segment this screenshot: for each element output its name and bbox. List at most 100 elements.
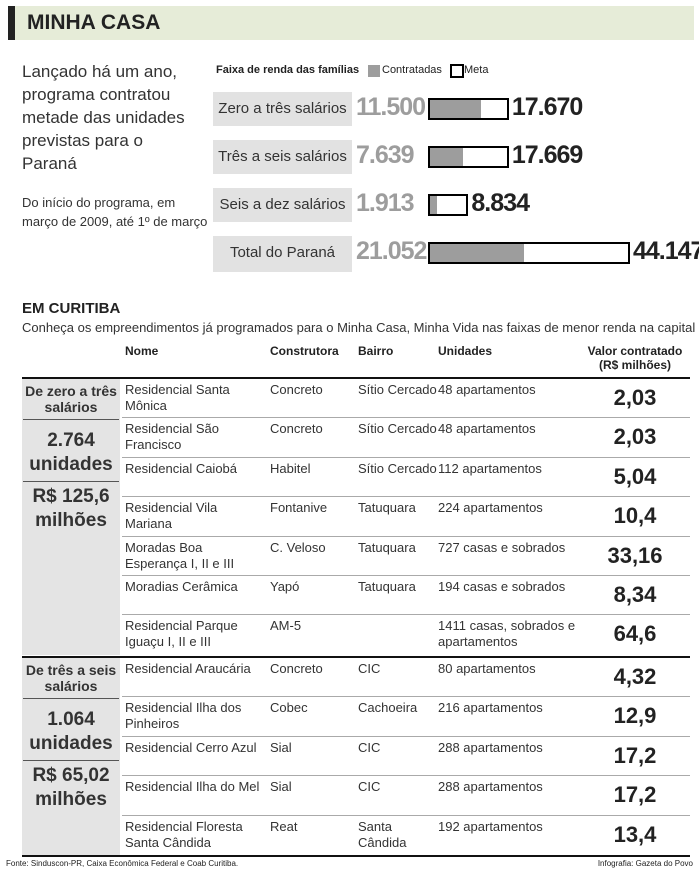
legend-label: Meta: [464, 64, 489, 76]
contracted-value: 21.052: [356, 237, 427, 265]
meta-bar: [428, 146, 509, 168]
table-cell: Residencial Vila Mariana: [125, 500, 218, 532]
legend-swatch: [450, 64, 464, 78]
group-units: 1.064 unidades: [23, 708, 119, 761]
table-cell: Tatuquara: [358, 539, 416, 555]
row-label: Seis a dez salários: [213, 188, 352, 222]
row-rule: [122, 696, 690, 698]
column-header: Nome: [125, 344, 159, 358]
value-cell: 5,04: [613, 463, 657, 489]
chart-title: Faixa de renda das famílias: [216, 64, 360, 76]
table-cell: C. Veloso: [270, 539, 326, 555]
table-cell: Cobec: [270, 700, 308, 716]
table-cell: 194 casas e sobrados: [438, 579, 566, 594]
value-cell: 2,03: [613, 424, 657, 450]
table-cell: Santa Cândida: [358, 818, 407, 850]
table-cell: CIC: [358, 779, 381, 795]
legend-label: Contratadas: [382, 64, 442, 76]
column-header: Valor contratado (R$ milhões): [587, 344, 683, 372]
table-cell: 80 apartamentos: [438, 661, 536, 676]
contracted-bar: [430, 100, 481, 118]
row-rule: [122, 614, 690, 616]
header: MINHA CASA: [8, 6, 694, 40]
table-cell: 48 apartamentos: [438, 382, 536, 397]
value-cell: 4,32: [613, 664, 657, 689]
column-header: Bairro: [358, 344, 394, 358]
contracted-bar: [430, 148, 463, 166]
meta-value: 44.147: [633, 237, 699, 265]
table-cell: Yapó: [270, 579, 300, 594]
group-value: R$ 65,02 milhões: [32, 765, 110, 810]
row-rule: [122, 535, 690, 537]
table-cell: Residencial Parque Iguaçu I, II e III: [125, 618, 238, 650]
group-label: De zero a três salários: [23, 383, 119, 420]
row-label: Três a seis salários: [213, 140, 352, 174]
table-cell: 727 casas e sobrados: [438, 539, 566, 555]
table-rule: [22, 855, 690, 857]
group-value: R$ 125,6 milhões: [32, 486, 110, 531]
source: Fonte: Sinduscon-PR, Caixa Econômica Fed…: [6, 859, 239, 868]
group-label: De três a seis salários: [23, 662, 119, 699]
table-cell: 48 apartamentos: [438, 421, 536, 437]
row-rule: [122, 496, 690, 498]
table-cell: Moradias Cerâmica: [125, 579, 238, 594]
table-cell: Concreto: [270, 661, 323, 676]
contracted-value: 11.500: [356, 93, 426, 121]
value-cell: 2,03: [613, 385, 657, 410]
row-rule: [122, 456, 690, 458]
table-cell: 288 apartamentos: [438, 739, 543, 755]
table-cell: 1411 casas, sobrados e apartamentos: [438, 618, 576, 650]
table-cell: Residencial Ilha do Mel: [125, 779, 260, 795]
credit: Infografia: Gazeta do Povo: [597, 859, 693, 868]
table-cell: Reat: [270, 818, 298, 834]
group-cell: [22, 379, 120, 655]
value-cell: 64,6: [613, 621, 657, 647]
value-cell: 10,4: [613, 503, 657, 529]
table-cell: Sítio Cercado: [358, 382, 437, 397]
table-rule: [22, 656, 690, 658]
table-cell: Fontanive: [270, 500, 328, 516]
row-label: Zero a três salários: [213, 92, 352, 126]
row-rule: [122, 814, 690, 816]
table-cell: 112 apartamentos: [438, 460, 542, 476]
meta-bar: [428, 242, 630, 264]
table-cell: CIC: [358, 661, 381, 676]
value-cell: 13,4: [613, 821, 657, 847]
table-cell: CIC: [358, 739, 381, 755]
table-cell: Cachoeira: [358, 700, 418, 716]
value-cell: 33,16: [607, 542, 663, 568]
table-cell: Residencial Araucária: [125, 661, 251, 676]
table-cell: Sítio Cercado: [358, 460, 437, 476]
table-cell: Residencial Ilha dos Pinheiros: [125, 700, 242, 732]
value-cell: 17,2: [613, 742, 657, 768]
row-rule: [122, 417, 690, 419]
row-rule: [122, 775, 690, 777]
row-rule: [122, 575, 690, 576]
group-cell: [22, 658, 120, 855]
table-cell: 288 apartamentos: [438, 779, 543, 795]
meta-value: 17.669: [511, 141, 583, 169]
table-cell: AM-5: [270, 618, 302, 634]
table-cell: Residencial Floresta Santa Cândida: [125, 818, 243, 850]
value-cell: 8,34: [613, 582, 657, 607]
value-cell: 12,9: [613, 703, 657, 729]
note: Do início do programa, em março de 2009,…: [22, 195, 208, 229]
table-cell: Residencial Cerro Azul: [125, 739, 257, 755]
meta-value: 8.834: [471, 189, 530, 217]
table-cell: 224 apartamentos: [438, 500, 543, 516]
row-label: Total do Paraná: [213, 236, 352, 272]
intro: Lançado há um ano, programa contratou me…: [22, 62, 185, 173]
table-cell: Residencial Santa Mônica: [125, 382, 230, 413]
table-title: EM CURITIBA: [22, 300, 121, 317]
table-cell: Residencial São Francisco: [125, 421, 219, 453]
table-subtitle: Conheça os empreendimentos já programado…: [22, 320, 696, 335]
table-cell: Tatuquara: [358, 500, 416, 516]
meta-bar: [428, 98, 509, 120]
meta-value: 17.670: [511, 93, 583, 121]
table-cell: Moradas Boa Esperança I, II e III: [125, 539, 235, 571]
contracted-value: 1.913: [356, 189, 415, 217]
table-cell: Tatuquara: [358, 579, 416, 594]
value-cell: 17,2: [613, 782, 657, 808]
title: MINHA CASA: [27, 11, 161, 34]
